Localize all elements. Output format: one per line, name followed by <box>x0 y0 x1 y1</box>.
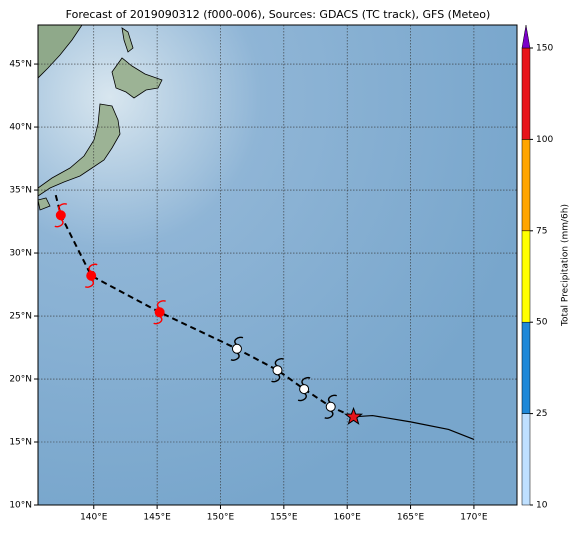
x-tick-label: 170°E <box>460 513 488 523</box>
colorbar-segment <box>521 230 531 323</box>
y-tick-label: 45°N <box>9 60 32 70</box>
cyclone-point <box>86 270 97 281</box>
colorbar-tick-label: 25 <box>536 409 547 419</box>
map-area <box>38 25 517 505</box>
cyclone-arms <box>324 394 338 419</box>
colorbar-tick-label: 10 <box>536 501 548 511</box>
plot <box>38 25 517 505</box>
y-tick-label: 25°N <box>9 312 32 322</box>
cyclone-arms <box>297 376 311 402</box>
x-tick-label: 165°E <box>397 513 425 523</box>
colorbar-segment <box>521 321 531 414</box>
land <box>121 27 134 53</box>
land <box>38 25 83 79</box>
colorbar-label: Total Precipitation (mm/6h) <box>561 204 571 327</box>
colorbar-extend <box>521 24 531 49</box>
cyclone-arms <box>230 336 244 361</box>
colorbar-tick-label: 150 <box>536 44 553 54</box>
colorbar-tick-label: 100 <box>536 135 553 145</box>
colorbar-segment <box>521 413 531 506</box>
cyclone-point <box>325 401 336 412</box>
x-tick-label: 160°E <box>334 513 362 523</box>
cyclone-arms <box>84 263 98 288</box>
cyclone-point <box>154 307 165 318</box>
cyclone-point <box>55 210 66 221</box>
y-tick-label: 20°N <box>9 375 32 385</box>
current-position <box>344 406 364 425</box>
y-tick-label: 10°N <box>9 501 32 511</box>
cyclone-point <box>231 343 242 354</box>
map-frame <box>37 24 518 506</box>
colorbar-tick-label: 50 <box>536 318 548 328</box>
past-track <box>353 414 475 441</box>
y-tick-label: 40°N <box>9 123 32 133</box>
cyclone-arms <box>153 300 166 325</box>
colorbar-segment <box>521 47 531 140</box>
x-tick-label: 145°E <box>143 513 171 523</box>
axes: 140°E 145°E 150°E 155°E 160°E 165°E 170°E 10°N 1… <box>9 60 488 523</box>
cyclone-point <box>299 384 310 395</box>
y-tick-label: 30°N <box>9 249 32 259</box>
land <box>38 197 51 211</box>
cyclone-arms <box>54 203 68 228</box>
y-tick-label: 35°N <box>9 186 32 196</box>
colorbar-tick-label: 75 <box>536 226 547 236</box>
cyclone-point <box>272 365 283 376</box>
cyclone-arms <box>271 358 284 383</box>
land <box>111 57 163 99</box>
x-tick-label: 140°E <box>80 513 108 523</box>
x-tick-label: 150°E <box>207 513 235 523</box>
x-tick-label: 155°E <box>270 513 298 523</box>
ocean <box>38 25 517 505</box>
y-tick-label: 15°N <box>9 438 32 448</box>
map-title: Forecast of 2019090312 (f000-006), Sourc… <box>66 8 491 21</box>
colorbar-segment <box>521 139 531 232</box>
